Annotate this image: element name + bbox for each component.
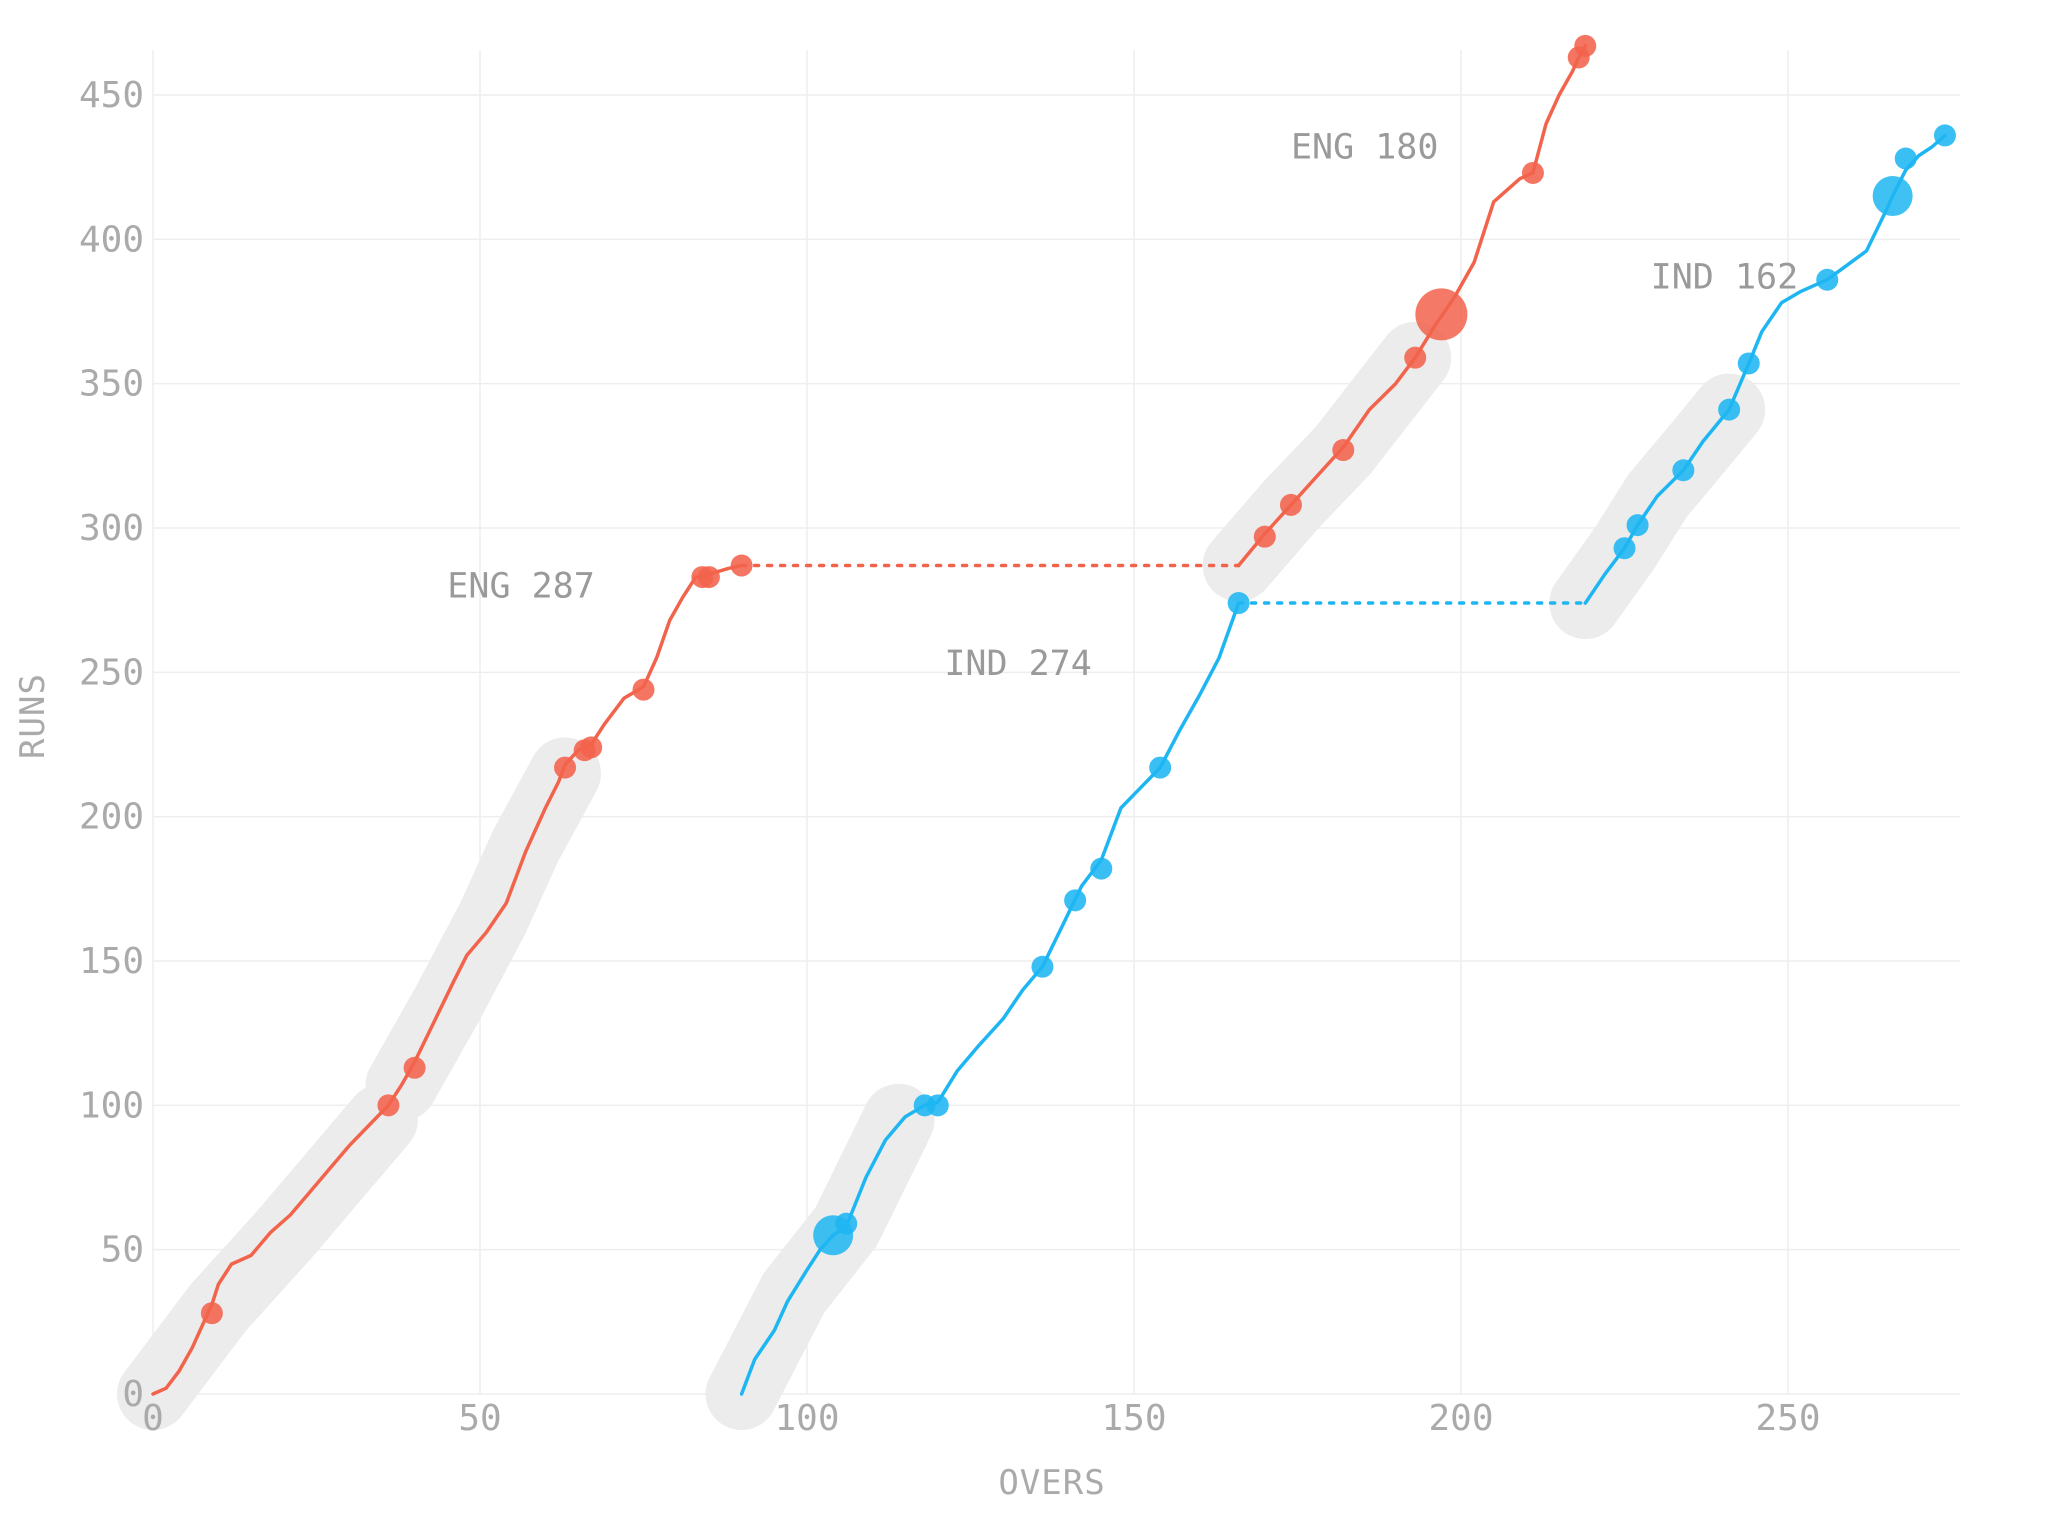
wicket-marker bbox=[1064, 889, 1087, 912]
x-tick-label: 200 bbox=[1428, 1398, 1493, 1439]
wicket-marker bbox=[403, 1056, 426, 1079]
milestone-marker bbox=[1872, 176, 1913, 217]
wicket-marker bbox=[697, 566, 720, 589]
y-tick-label: 350 bbox=[79, 364, 144, 405]
x-tick-label: 250 bbox=[1755, 1398, 1820, 1439]
wicket-marker bbox=[1626, 514, 1649, 537]
grid-layer bbox=[152, 50, 1960, 1395]
y-tick-label: 0 bbox=[122, 1374, 144, 1415]
wicket-marker bbox=[580, 736, 603, 759]
y-tick-label: 250 bbox=[79, 652, 144, 693]
y-tick-label: 450 bbox=[79, 75, 144, 116]
wicket-marker bbox=[1933, 124, 1956, 147]
wicket-marker bbox=[1090, 857, 1113, 880]
innings-total-label: ENG 287 bbox=[447, 566, 595, 606]
wicket-marker bbox=[1279, 493, 1302, 516]
tick-labels: 0 50 100 150 200 250 0 50 100 150 200 250 300 350 400 4… bbox=[79, 75, 1821, 1439]
y-axis-title: RUNS bbox=[13, 673, 53, 759]
innings-total-label: IND 162 bbox=[1651, 257, 1799, 297]
wicket-marker bbox=[1404, 346, 1427, 369]
wicket-markers bbox=[200, 34, 1956, 1325]
wicket-marker bbox=[1149, 756, 1172, 779]
wicket-marker bbox=[377, 1094, 400, 1117]
wicket-marker bbox=[1521, 161, 1544, 184]
wicket-marker bbox=[926, 1094, 949, 1117]
y-tick-label: 150 bbox=[79, 941, 144, 982]
y-tick-label: 300 bbox=[79, 508, 144, 549]
y-tick-label: 400 bbox=[79, 219, 144, 260]
partnership-band bbox=[705, 1083, 935, 1430]
wicket-marker bbox=[1718, 398, 1741, 421]
milestone-marker bbox=[813, 1215, 854, 1256]
wicket-marker bbox=[1031, 955, 1054, 978]
wicket-marker bbox=[1894, 147, 1917, 170]
wicket-marker bbox=[200, 1302, 223, 1325]
partnership-bands bbox=[117, 321, 1766, 1430]
y-tick-label: 50 bbox=[101, 1230, 144, 1271]
series-line-eng-innings-1 bbox=[151, 563, 744, 1396]
wicket-marker bbox=[1332, 439, 1355, 462]
innings-total-label: ENG 180 bbox=[1291, 128, 1439, 168]
wicket-marker bbox=[554, 756, 577, 779]
wicket-marker bbox=[730, 554, 753, 577]
x-tick-label: 150 bbox=[1101, 1398, 1166, 1439]
wicket-marker bbox=[632, 678, 655, 701]
wicket-marker bbox=[1672, 459, 1695, 482]
wicket-marker bbox=[1227, 592, 1250, 615]
wicket-marker bbox=[1253, 525, 1276, 548]
x-tick-label: 100 bbox=[774, 1398, 839, 1439]
innings-annotations: ENG 287 IND 274 ENG 180 IND 162 bbox=[447, 128, 1798, 685]
innings-total-label: IND 274 bbox=[944, 644, 1092, 684]
series-lines bbox=[151, 44, 1947, 1396]
y-tick-label: 100 bbox=[79, 1085, 144, 1126]
x-tick-label: 50 bbox=[458, 1398, 501, 1439]
x-axis-title: OVERS bbox=[998, 1463, 1105, 1503]
wicket-marker bbox=[1737, 352, 1760, 375]
partnership-band bbox=[117, 1083, 418, 1430]
y-tick-label: 200 bbox=[79, 797, 144, 838]
wicket-marker bbox=[1613, 537, 1636, 560]
x-tick-label: 0 bbox=[142, 1398, 164, 1439]
wicket-marker bbox=[1574, 34, 1597, 57]
innings-break-lines bbox=[739, 563, 1588, 605]
milestone-marker bbox=[1415, 288, 1468, 341]
series-line-ind-innings-1 bbox=[739, 601, 1241, 1396]
wicket-marker bbox=[1816, 268, 1839, 291]
